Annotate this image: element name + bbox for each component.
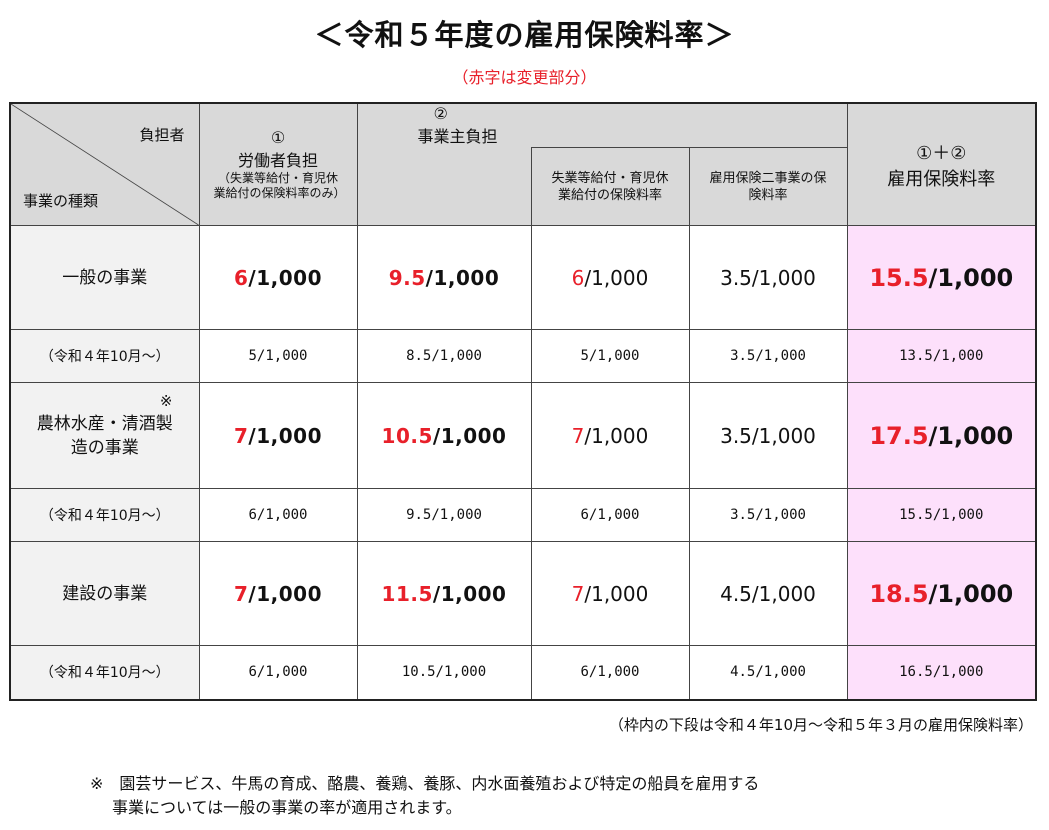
header-employer: ② 事業主負担 [356, 102, 848, 148]
employer-number: ② [433, 104, 448, 123]
previous-period-label: （令和４年10月～） [9, 645, 200, 700]
unemployment-rate: 7/1,000 [530, 382, 690, 489]
insurance-rate-table: 負担者 事業の種類 ① 労働者負担 （失業等給付・育児休業給付の保険料率のみ） … [9, 102, 1038, 701]
previous-total-rate: 16.5/1,000 [846, 645, 1037, 700]
table-row-previous: （令和４年10月～） 5/1,000 8.5/1,000 5/1,000 3.5… [9, 329, 1037, 383]
header-employer-blank [356, 147, 532, 226]
two-projects-rate: 4.5/1,000 [688, 541, 848, 646]
worker-rate: 7/1,000 [198, 541, 358, 646]
two-projects-rate: 3.5/1,000 [688, 225, 848, 330]
total-number: ①＋② [916, 142, 967, 164]
table-row: ※ 農林水産・清酒製造の事業 7/1,000 10.5/1,000 7/1,00… [9, 382, 1037, 489]
header-two-projects: 雇用保険二事業の保険料率 [688, 147, 848, 226]
total-rate: 17.5/1,000 [846, 382, 1037, 489]
unemployment-rate: 6/1,000 [530, 225, 690, 330]
footnote-line-1: ※ 園芸サービス、牛馬の育成、酪農、養鶏、養豚、内水面養殖および特定の船員を雇用… [90, 774, 760, 793]
footnote: ※ 園芸サービス、牛馬の育成、酪農、養鶏、養豚、内水面養殖および特定の船員を雇用… [90, 772, 759, 820]
worker-number: ① [270, 128, 286, 147]
table-row-previous: （令和４年10月～） 6/1,000 9.5/1,000 6/1,000 3.5… [9, 488, 1037, 542]
total-rate: 15.5/1,000 [846, 225, 1037, 330]
table-note: （枠内の下段は令和４年10月～令和５年３月の雇用保険料率） [608, 716, 1033, 734]
header-unemployment: 失業等給付・育児休業給付の保険料率 [530, 147, 690, 226]
previous-unemployment-rate: 6/1,000 [530, 645, 690, 700]
two-projects-rate: 3.5/1,000 [688, 382, 848, 489]
total-label: 雇用保険料率 [887, 168, 996, 190]
table-row: 建設の事業 7/1,000 11.5/1,000 7/1,000 4.5/1,0… [9, 541, 1037, 646]
page-subtitle: （赤字は変更部分） [452, 68, 597, 87]
corner-top-label: 負担者 [139, 126, 185, 144]
table-row: 一般の事業 6/1,000 9.5/1,000 6/1,000 3.5/1,00… [9, 225, 1037, 330]
business-type-label: 建設の事業 [9, 541, 200, 646]
previous-two-projects-rate: 3.5/1,000 [688, 329, 848, 383]
previous-two-projects-rate: 3.5/1,000 [688, 488, 848, 542]
page-title: ＜令和５年度の雇用保険料率＞ [314, 18, 735, 52]
corner-bottom-label: 事業の種類 [23, 192, 99, 210]
previous-worker-rate: 6/1,000 [198, 645, 358, 700]
header-corner-cell: 負担者 事業の種類 [9, 102, 200, 226]
employer-rate: 10.5/1,000 [356, 382, 532, 489]
previous-employer-rate: 8.5/1,000 [356, 329, 532, 383]
previous-worker-rate: 5/1,000 [198, 329, 358, 383]
worker-rate: 6/1,000 [198, 225, 358, 330]
header-total: ①＋② 雇用保険料率 [846, 102, 1037, 226]
employer-rate: 11.5/1,000 [356, 541, 532, 646]
unemployment-rate: 7/1,000 [530, 541, 690, 646]
total-rate: 18.5/1,000 [846, 541, 1037, 646]
employer-rate: 9.5/1,000 [356, 225, 532, 330]
header-worker: ① 労働者負担 （失業等給付・育児休業給付の保険料率のみ） [198, 102, 358, 226]
previous-period-label: （令和４年10月～） [9, 488, 200, 542]
business-type-label: 一般の事業 [9, 225, 200, 330]
previous-worker-rate: 6/1,000 [198, 488, 358, 542]
previous-two-projects-rate: 4.5/1,000 [688, 645, 848, 700]
previous-total-rate: 13.5/1,000 [846, 329, 1037, 383]
business-type-label: ※ 農林水産・清酒製造の事業 [9, 382, 200, 489]
previous-employer-rate: 10.5/1,000 [356, 645, 532, 700]
footnote-line-2: 事業については一般の事業の率が適用されます。 [112, 798, 462, 817]
previous-employer-rate: 9.5/1,000 [356, 488, 532, 542]
previous-total-rate: 15.5/1,000 [846, 488, 1037, 542]
previous-unemployment-rate: 5/1,000 [530, 329, 690, 383]
worker-rate: 7/1,000 [198, 382, 358, 489]
worker-sub-label: （失業等給付・育児休業給付の保険料率のみ） [213, 171, 346, 200]
employer-label: 事業主負担 [417, 127, 498, 146]
previous-period-label: （令和４年10月～） [9, 329, 200, 383]
footnote-mark: ※ [159, 392, 173, 410]
table-row-previous: （令和４年10月～） 6/1,000 10.5/1,000 6/1,000 4.… [9, 645, 1037, 700]
previous-unemployment-rate: 6/1,000 [530, 488, 690, 542]
worker-label: 労働者負担 [237, 151, 318, 170]
